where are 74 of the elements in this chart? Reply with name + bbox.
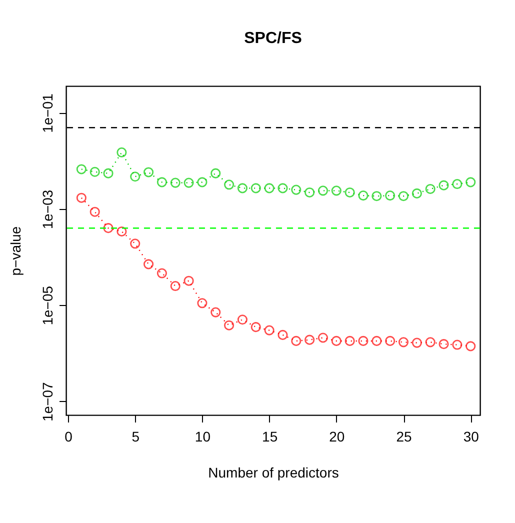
point: [210, 168, 221, 178]
chart-title: SPC/FS: [244, 30, 302, 47]
point: [385, 190, 396, 201]
point: [210, 307, 221, 318]
point: [452, 340, 462, 350]
point: [156, 177, 167, 188]
point: [358, 190, 368, 201]
point: [304, 334, 315, 345]
point: [197, 298, 208, 308]
point: [425, 337, 436, 348]
point: [76, 164, 86, 174]
point: [237, 183, 248, 194]
point: [344, 187, 355, 198]
point: [264, 183, 274, 194]
y-tick-label: 1e−07: [40, 382, 56, 422]
point: [116, 147, 127, 158]
point: [130, 238, 140, 249]
point: [264, 325, 274, 336]
point: [438, 339, 449, 350]
point: [103, 223, 114, 234]
point: [358, 336, 368, 346]
point: [372, 191, 382, 202]
point: [412, 338, 422, 348]
point: [398, 191, 409, 202]
point: [237, 314, 248, 325]
x-tick-label: 5: [132, 428, 140, 444]
point: [438, 180, 449, 190]
point: [90, 166, 100, 177]
point: [291, 184, 302, 195]
point: [412, 188, 422, 198]
point: [278, 183, 288, 194]
point: [90, 206, 100, 217]
point: [291, 336, 302, 346]
x-tick-label: 0: [64, 428, 73, 444]
point: [331, 336, 342, 346]
point: [344, 336, 355, 346]
point: [224, 180, 234, 190]
y-tick-label: 1e−05: [40, 286, 56, 326]
x-tick-label: 10: [194, 428, 211, 444]
point: [144, 167, 154, 178]
point: [250, 322, 261, 332]
x-axis-title: Number of predictors: [208, 464, 339, 480]
point: [130, 172, 140, 182]
point: [197, 177, 208, 188]
point: [372, 336, 382, 346]
x-tick-label: 30: [463, 428, 480, 444]
point: [466, 177, 476, 188]
point: [278, 330, 288, 340]
point: [184, 276, 194, 286]
point: [116, 226, 127, 237]
x-tick-label: 15: [262, 428, 278, 444]
point: [76, 192, 86, 203]
x-tick-label: 20: [329, 428, 345, 444]
point: [425, 184, 436, 194]
point: [331, 186, 342, 196]
point: [318, 186, 328, 196]
y-tick-label: 1e−01: [40, 93, 56, 133]
point: [466, 341, 476, 352]
point: [304, 187, 315, 198]
point: [224, 320, 234, 330]
point: [170, 178, 180, 188]
point: [385, 336, 396, 346]
point: [398, 337, 409, 348]
point: [318, 332, 328, 343]
point: [144, 259, 154, 270]
point: [103, 168, 114, 178]
point: [170, 280, 180, 292]
point: [250, 183, 261, 194]
y-tick-label: 1e−03: [40, 190, 56, 230]
y-axis-title: p−value: [8, 226, 24, 276]
point: [452, 178, 462, 190]
point: [156, 268, 167, 278]
x-tick-label: 25: [396, 428, 412, 444]
point: [184, 178, 194, 188]
